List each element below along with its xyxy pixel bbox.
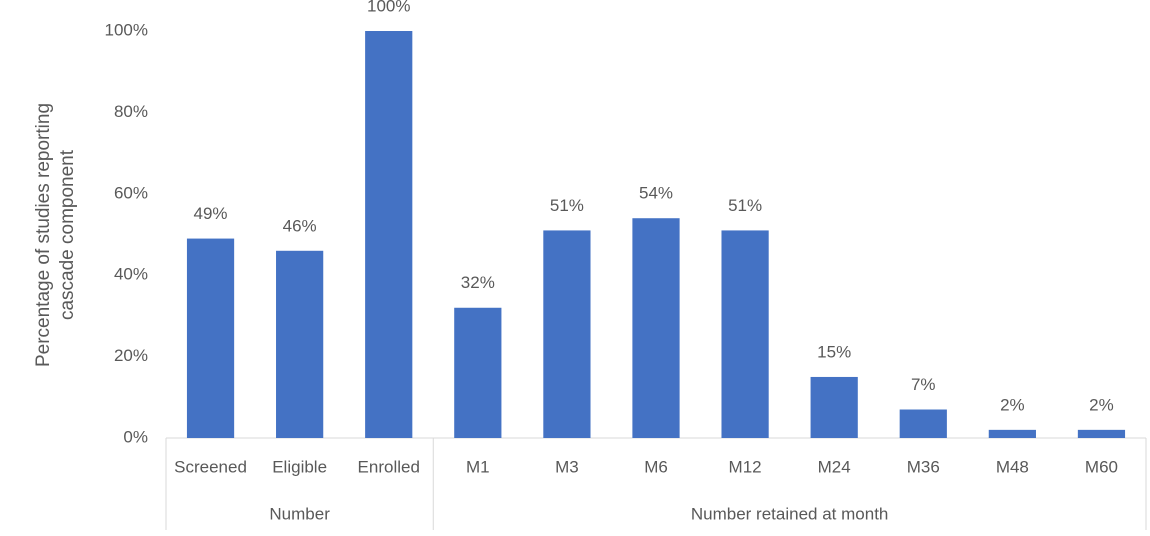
x-tick-label: M12 [729,457,762,476]
x-tick-label: Screened [174,457,247,476]
x-tick-label: M24 [818,457,851,476]
y-tick-label: 20% [114,346,148,365]
data-label: 46% [283,216,317,235]
y-tick-label: 100% [105,20,148,39]
bar [186,238,235,438]
x-tick-label: Enrolled [358,457,420,476]
data-label: 100% [367,0,410,15]
x-tick-label: M3 [555,457,579,476]
data-label: 51% [728,196,762,215]
group-label: Number [269,504,330,523]
bar [543,230,591,438]
bar [454,307,502,438]
y-tick-label: 80% [114,102,148,121]
data-label: 2% [1000,395,1025,414]
x-tick-label: M1 [466,457,490,476]
x-tick-label: M48 [996,457,1029,476]
bar [721,230,769,438]
data-label: 54% [639,184,673,203]
bar [632,218,680,438]
bar [899,409,947,438]
data-label: 32% [461,273,495,292]
x-tick-label: Eligible [272,457,327,476]
data-label: 15% [817,342,851,361]
bar [810,376,858,438]
data-label: 2% [1089,395,1114,414]
y-tick-label: 0% [123,427,148,446]
y-axis-label: cascade component [57,149,78,320]
data-label: 49% [194,204,228,223]
bar [276,250,324,438]
x-tick-label: M60 [1085,457,1118,476]
group-label: Number retained at month [691,504,889,523]
y-tick-label: 60% [114,183,148,202]
data-label: 7% [911,375,936,394]
data-label: 51% [550,196,584,215]
bar [1077,429,1126,438]
y-axis-label: Percentage of studies reporting [33,103,54,367]
bar [988,429,1036,438]
x-tick-label: M36 [907,457,940,476]
y-tick-label: 40% [114,265,148,284]
x-tick-label: M6 [644,457,668,476]
bar [365,31,413,438]
